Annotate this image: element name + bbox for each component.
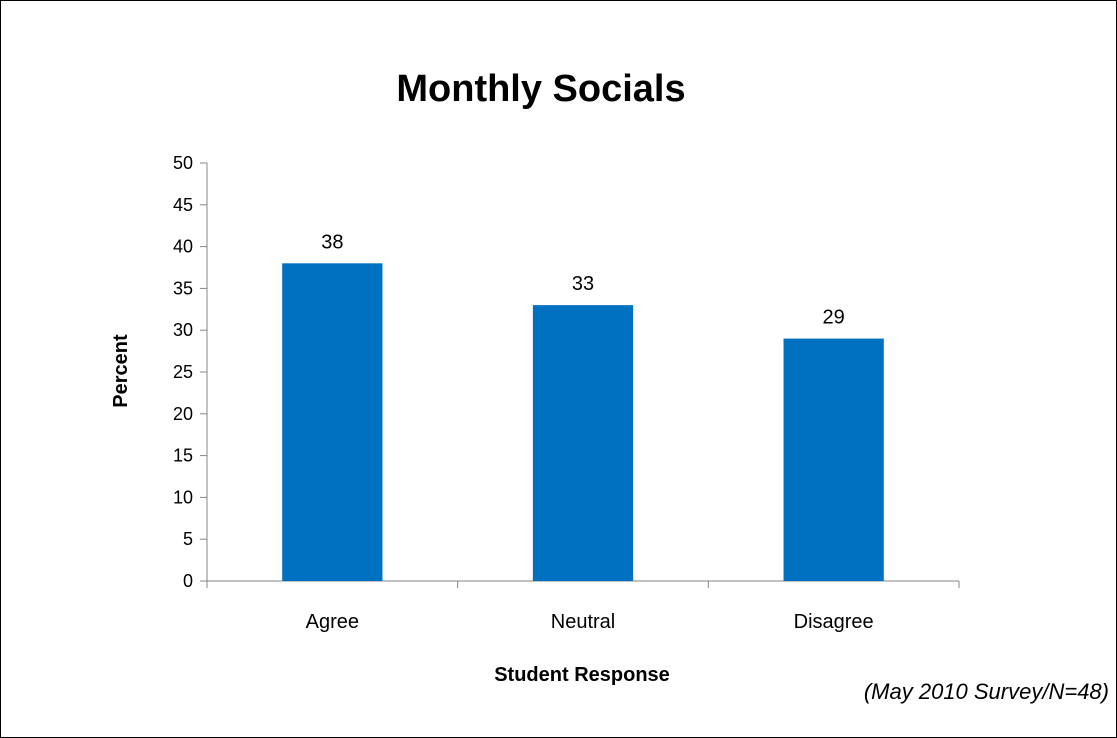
bar-disagree — [783, 338, 884, 581]
y-tick-label: 30 — [173, 320, 193, 340]
bar-data-label: 29 — [823, 307, 845, 329]
survey-note: (May 2010 Survey/N=48) — [864, 679, 1109, 704]
x-category-label: Agree — [306, 611, 359, 633]
bar-data-label: 33 — [572, 273, 594, 295]
y-tick-label: 15 — [173, 446, 193, 466]
x-category-label: Disagree — [794, 611, 874, 633]
y-axis: 0 5 10 15 20 25 30 35 40 45 50 — [173, 153, 208, 591]
chart-title: Monthly Socials — [396, 68, 685, 110]
y-tick-label: 40 — [173, 237, 193, 257]
x-axis-title: Student Response — [494, 664, 670, 686]
x-category-label: Neutral — [551, 611, 615, 633]
x-axis: Agree Neutral Disagree — [206, 580, 960, 633]
bars — [282, 263, 884, 581]
bar-neutral — [532, 305, 634, 581]
data-labels: 38 33 29 — [321, 231, 845, 328]
y-tick-label: 45 — [173, 195, 193, 215]
y-tick-label: 25 — [173, 362, 193, 382]
y-tick-label: 5 — [183, 529, 193, 549]
y-tick-label: 50 — [173, 153, 193, 173]
y-axis-title: Percent — [110, 334, 132, 408]
y-tick-label: 0 — [183, 571, 193, 591]
y-tick-label: 10 — [173, 487, 193, 507]
y-tick-label: 20 — [173, 404, 193, 424]
bar-data-label: 38 — [321, 231, 343, 253]
bar-agree — [282, 263, 383, 581]
y-tick-label: 35 — [173, 278, 193, 298]
